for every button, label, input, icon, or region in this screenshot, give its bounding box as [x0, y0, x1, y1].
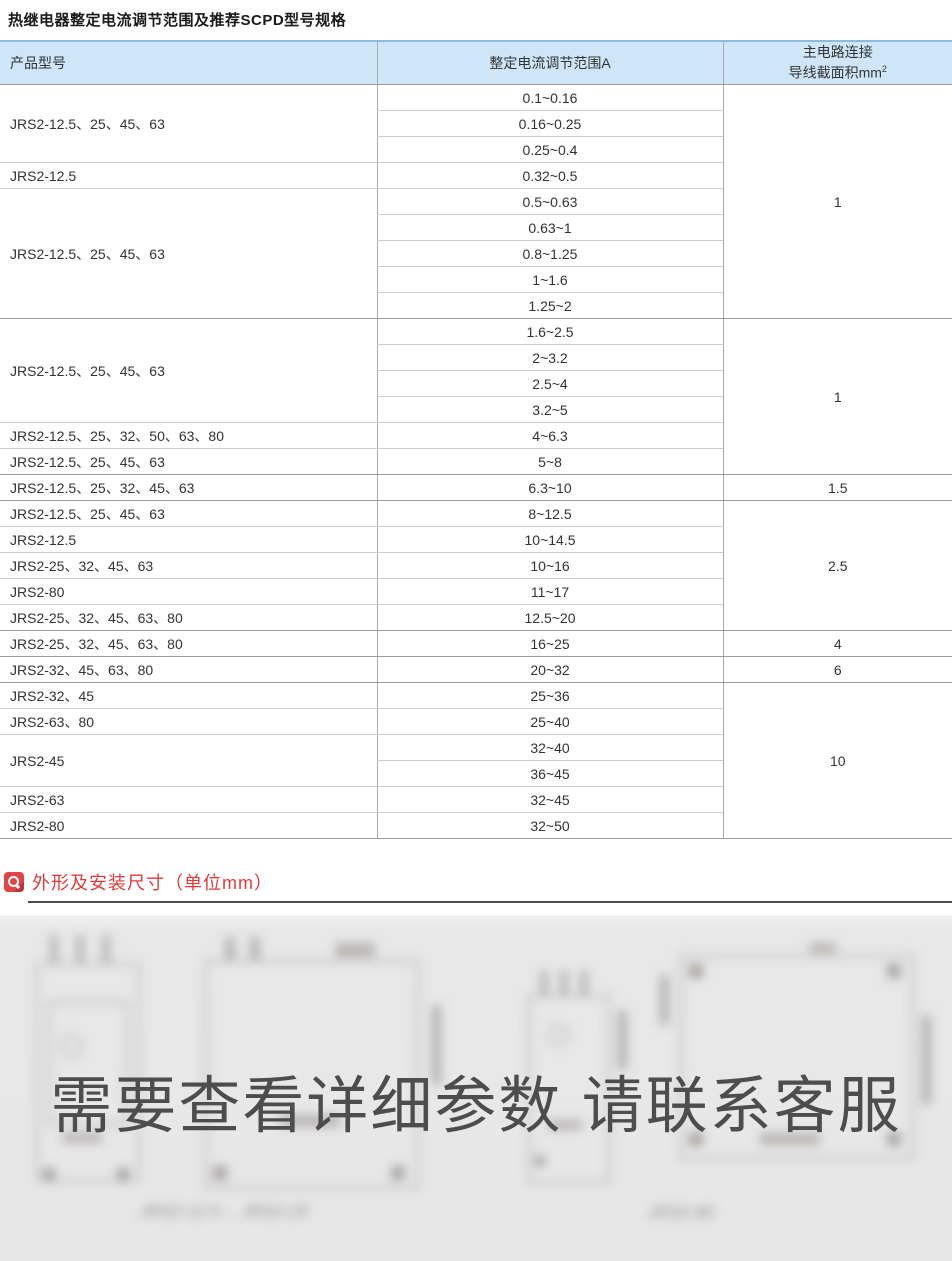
watermark-text: 需要查看详细参数 请联系客服 [50, 1072, 902, 1141]
range-cell: 0.25~0.4 [376, 136, 723, 163]
model-cell: JRS2-63 [0, 786, 377, 813]
range-cell: 1.25~2 [376, 292, 723, 319]
range-cell: 1~1.6 [376, 266, 723, 293]
table-row: JRS2-12.5、25、45、63 5~8 [0, 448, 952, 475]
range-cell: 1.6~2.5 [376, 318, 723, 345]
table-row: JRS2-45 32~40 [0, 734, 952, 787]
table-row: JRS2-25、32、45、63 10~16 [0, 552, 952, 579]
wire-area-cell: 1 [722, 318, 952, 475]
table-row: 0.63~1 [0, 214, 952, 241]
model-cell: JRS2-25、32、45、63、80 [0, 604, 377, 631]
range-cell: 32~45 [376, 786, 723, 813]
model-cell: JRS2-12.5、25、45、63 [0, 318, 377, 423]
model-cell: JRS2-12.5 [0, 162, 377, 189]
table-row: JRS2-12.5、25、32、50、63、80 4~6.3 [0, 422, 952, 449]
table-row: 36~45 [0, 760, 952, 787]
table-row: JRS2-12.5、25、32、45、63 6.3~10 1.5 [0, 474, 952, 501]
dimension-drawing-image: JRS2-12.5 、JRS2-25 JRS2-80 需要查看详细参数 请联系客… [0, 915, 952, 1261]
model-cell: JRS2-32、45、63、80 [0, 656, 377, 683]
col-header-wire-area: 主电路连接 导线截面积mm2 [722, 40, 952, 85]
range-cell: 2.5~4 [376, 370, 723, 397]
range-cell: 0.16~0.25 [376, 110, 723, 137]
model-cell: JRS2-12.5、25、45、63 [0, 448, 377, 475]
model-cell: JRS2-12.5、25、32、50、63、80 [0, 422, 377, 449]
table-row: JRS2-80 32~50 [0, 812, 952, 839]
range-cell: 0.63~1 [376, 214, 723, 241]
range-cell: 36~45 [376, 760, 723, 787]
table-row: JRS2-12.5、25、45、63 1.6~2.5 1 [0, 318, 952, 475]
table-row: JRS2-32、45、63、80 20~32 6 [0, 656, 952, 683]
magnifier-icon [4, 872, 24, 892]
table-row: 0.8~1.25 [0, 240, 952, 267]
table-row: JRS2-12.5、25、45、63 8~12.5 2.5 [0, 500, 952, 631]
range-cell: 0.5~0.63 [376, 188, 723, 215]
model-cell: JRS2-80 [0, 578, 377, 605]
table-row: JRS2-12.5、25、45、63 0.1~0.16 1 [0, 84, 952, 319]
table-row: JRS2-63、80 25~40 [0, 708, 952, 735]
table-row: JRS2-80 11~17 [0, 578, 952, 605]
table-row: 2.5~4 [0, 370, 952, 397]
range-cell: 16~25 [376, 630, 723, 657]
section-divider [28, 901, 952, 903]
page-title: 热继电器整定电流调节范围及推荐SCPD型号规格 [8, 12, 347, 29]
wire-area-cell: 1 [722, 84, 952, 319]
range-cell: 2~3.2 [376, 344, 723, 371]
table-row: JRS2-63 32~45 [0, 786, 952, 813]
range-cell: 4~6.3 [376, 422, 723, 449]
model-cell: JRS2-12.5、25、45、63 [0, 188, 377, 319]
range-cell: 0.8~1.25 [376, 240, 723, 267]
col-header-product-model: 产品型号 [0, 40, 377, 85]
range-cell: 0.32~0.5 [376, 162, 723, 189]
table-row: JRS2-12.5 10~14.5 [0, 526, 952, 553]
wire-area-cell: 10 [722, 682, 952, 839]
range-cell: 11~17 [376, 578, 723, 605]
range-cell: 20~32 [376, 656, 723, 683]
range-cell: 8~12.5 [376, 500, 723, 527]
table-row: JRS2-32、45 25~36 10 [0, 682, 952, 839]
model-cell: JRS2-45 [0, 734, 377, 787]
table-row: 2~3.2 [0, 344, 952, 371]
col-header-current-range: 整定电流调节范围A [376, 40, 723, 85]
model-cell: JRS2-63、80 [0, 708, 377, 735]
range-cell: 0.1~0.16 [376, 84, 723, 111]
range-cell: 32~50 [376, 812, 723, 839]
model-cell: JRS2-25、32、45、63、80 [0, 630, 377, 657]
range-cell: 10~16 [376, 552, 723, 579]
model-cell: JRS2-80 [0, 812, 377, 839]
table-row: 1.25~2 [0, 292, 952, 319]
range-cell: 3.2~5 [376, 396, 723, 423]
model-cell: JRS2-12.5 [0, 526, 377, 553]
table-row: 1~1.6 [0, 266, 952, 293]
table-row: JRS2-12.5 0.32~0.5 [0, 162, 952, 189]
range-cell: 5~8 [376, 448, 723, 475]
model-cell: JRS2-25、32、45、63 [0, 552, 377, 579]
model-cell: JRS2-12.5、25、32、45、63 [0, 474, 377, 501]
model-cell: JRS2-12.5、25、45、63 [0, 84, 377, 163]
range-cell: 25~40 [376, 708, 723, 735]
range-cell: 25~36 [376, 682, 723, 709]
range-cell: 12.5~20 [376, 604, 723, 631]
range-cell: 6.3~10 [376, 474, 723, 501]
table-row: 0.16~0.25 [0, 110, 952, 137]
range-cell: 32~40 [376, 734, 723, 761]
blurred-technical-drawing: JRS2-12.5 、JRS2-25 JRS2-80 [0, 915, 952, 1261]
wire-area-cell: 2.5 [722, 500, 952, 631]
section-heading: 外形及安装尺寸（单位mm） [4, 871, 952, 893]
table-row: JRS2-25、32、45、63、80 16~25 4 [0, 630, 952, 657]
wire-area-cell: 4 [722, 630, 952, 657]
section-title: 外形及安装尺寸（单位mm） [32, 873, 273, 893]
spec-table: 产品型号 整定电流调节范围A 主电路连接 导线截面积mm2 JRS2-12.5、… [0, 40, 952, 839]
table-header-row: 产品型号 整定电流调节范围A 主电路连接 导线截面积mm2 [0, 40, 952, 85]
table-row: JRS2-12.5、25、45、63 0.5~0.63 [0, 188, 952, 319]
model-cell: JRS2-12.5、25、45、63 [0, 500, 377, 527]
table-row: 0.25~0.4 [0, 136, 952, 163]
range-cell: 10~14.5 [376, 526, 723, 553]
wire-area-cell: 1.5 [722, 474, 952, 501]
wire-area-cell: 6 [722, 656, 952, 683]
model-cell: JRS2-32、45 [0, 682, 377, 709]
table-row: 3.2~5 [0, 396, 952, 423]
table-row: JRS2-25、32、45、63、80 12.5~20 [0, 604, 952, 631]
